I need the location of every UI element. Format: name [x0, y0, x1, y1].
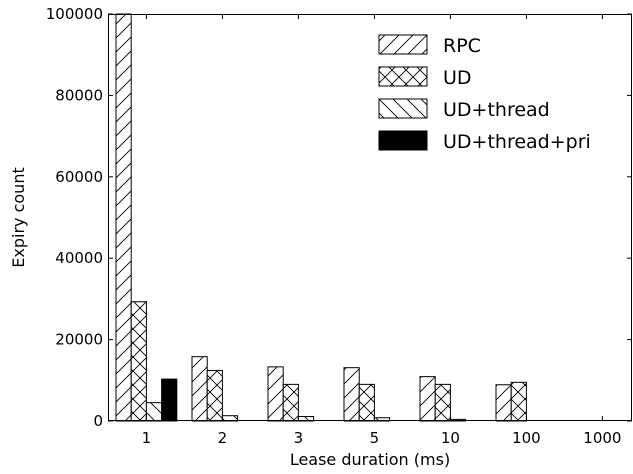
bar-ud-100	[510, 381, 527, 422]
bar-rpc-10	[419, 376, 436, 422]
x-tick-label: 2	[218, 429, 228, 447]
legend-label: UD	[443, 67, 472, 89]
bar-rpc-3	[267, 366, 284, 422]
y-tick-label: 100000	[46, 5, 103, 23]
bar-ud-thread-1	[145, 402, 163, 422]
legend-swatch	[378, 130, 428, 151]
bar-ud-2	[206, 370, 223, 422]
x-tick-label: 100	[512, 429, 541, 447]
axes-layer: 0 20000 40000 60000 80000 100000 1 2 3 5 10 100 1000	[46, 5, 632, 447]
bar-rpc-1	[115, 13, 132, 422]
bar-ud-1	[130, 301, 147, 422]
y-tick-label: 0	[93, 412, 103, 430]
y-tick-label: 40000	[55, 249, 103, 267]
legend-swatch	[378, 66, 428, 87]
y-tick-label: 60000	[55, 168, 103, 186]
bars-layer	[115, 13, 527, 422]
legend: RPC UD UD+thread UD+thread+pri	[378, 34, 591, 153]
plot-area-frame	[108, 14, 632, 421]
y-tick-label: 20000	[55, 331, 103, 349]
x-tick-label: 3	[294, 429, 304, 447]
y-axis-title: Expiry count	[9, 167, 28, 267]
y-tick-label: 80000	[55, 86, 103, 104]
bar-rpc-5	[343, 367, 360, 422]
x-axis-title: Lease duration (ms)	[290, 450, 450, 469]
legend-swatch	[378, 34, 428, 55]
legend-label: UD+thread	[443, 99, 550, 121]
x-tick-label: 1	[142, 429, 152, 447]
bar-ud-thread-pri-1	[161, 378, 178, 422]
x-tick-label: 10	[441, 429, 460, 447]
x-tick-label: 5	[370, 429, 380, 447]
legend-label: UD+thread+pri	[443, 131, 591, 153]
bar-ud-10	[434, 383, 451, 422]
x-tick-label: 1000	[583, 429, 621, 447]
bar-rpc-100	[495, 384, 512, 422]
legend-label: RPC	[443, 35, 481, 57]
bar-rpc-2	[191, 356, 208, 422]
bar-ud-5	[358, 383, 375, 422]
bar-ud-3	[282, 383, 299, 422]
legend-swatch	[378, 98, 428, 119]
